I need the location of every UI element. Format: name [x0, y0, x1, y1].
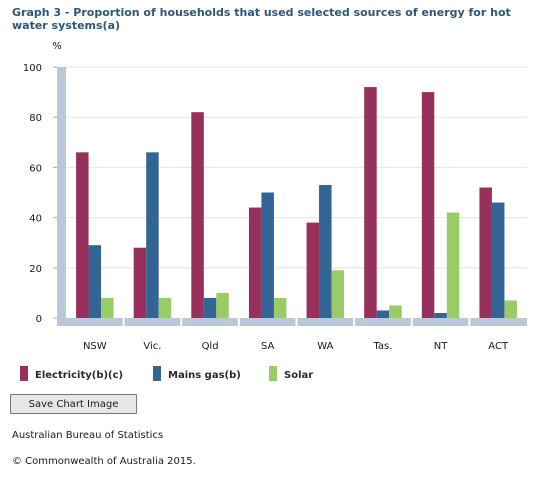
y-tick-label: 60 [29, 163, 42, 174]
y-tick-label: 20 [29, 264, 42, 275]
bar [203, 297, 217, 318]
bars [76, 87, 517, 319]
bar [261, 192, 274, 318]
x-tick-label: Vic. [143, 341, 161, 352]
bar [434, 312, 447, 318]
bar [76, 152, 89, 318]
legend-swatch [153, 366, 161, 381]
legend-swatch [20, 366, 28, 381]
chart-title: Graph 3 - Proportion of households that … [12, 6, 511, 32]
x-axis-band [57, 318, 527, 326]
bar [273, 297, 287, 318]
legend: Electricity(b)(c) Mains gas(b) Solar [20, 366, 313, 381]
axis-frame [57, 67, 527, 326]
legend-swatch [269, 366, 277, 381]
y-tick-label: 0 [36, 314, 42, 325]
source-text: Australian Bureau of Statistics [12, 430, 164, 441]
x-tick-label: ACT [488, 341, 509, 352]
x-tick-label: NSW [83, 341, 107, 352]
bar [133, 247, 147, 318]
bar [146, 152, 159, 318]
y-axis-ticks: % 100 80 60 40 20 0 [23, 41, 62, 325]
x-tick-label: NT [434, 341, 448, 352]
y-tick-label: 100 [23, 63, 42, 74]
x-axis-ticks: NSW Vic. Qld SA WA Tas. NT ACT [83, 318, 509, 352]
bar-chart: % 100 80 60 40 20 0 NSW Vic. Qld SA WA Tas. NT ACT El… [20, 41, 527, 381]
bar [101, 297, 114, 318]
bar [364, 87, 377, 318]
bar [158, 297, 172, 318]
bar [389, 305, 402, 318]
legend-label: Solar [284, 370, 313, 381]
x-tick-label: WA [317, 341, 333, 352]
bar [504, 300, 517, 318]
legend-label: Mains gas(b) [168, 370, 241, 381]
y-axis-band [57, 67, 66, 326]
y-tick-label: 80 [29, 113, 42, 124]
save-chart-image-button[interactable]: Save Chart Image [10, 394, 137, 414]
y-tick-label: 40 [29, 214, 42, 225]
x-tick-label: Tas. [372, 341, 392, 352]
x-tick-label: SA [261, 341, 275, 352]
copyright-text: © Commonwealth of Australia 2015. [12, 456, 196, 467]
bar [331, 270, 345, 318]
legend-label: Electricity(b)(c) [35, 370, 123, 381]
bar [216, 292, 229, 318]
bar [191, 112, 204, 319]
x-tick-label: Qld [202, 341, 219, 352]
bar [306, 222, 320, 318]
bar [421, 92, 435, 318]
bar [446, 212, 460, 318]
bar [319, 184, 332, 318]
bar [88, 245, 102, 318]
bar [376, 310, 390, 318]
bar [479, 187, 492, 318]
bar [491, 202, 505, 318]
bar [248, 207, 262, 318]
y-axis-unit-label: % [52, 41, 62, 52]
